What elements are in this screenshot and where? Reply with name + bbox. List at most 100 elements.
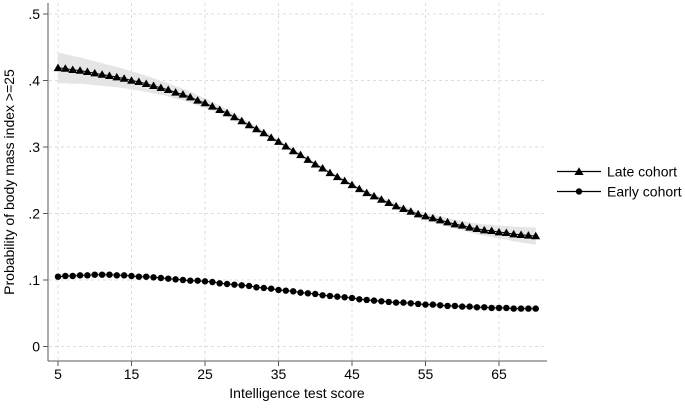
circle-marker-icon xyxy=(194,277,201,284)
circle-marker-icon xyxy=(437,302,444,309)
data-series xyxy=(53,63,541,312)
triangle-marker-icon xyxy=(75,66,85,74)
triangle-marker-icon xyxy=(112,72,122,81)
triangle-marker-icon xyxy=(457,221,467,229)
triangle-marker-icon xyxy=(296,150,305,159)
x-tick-label: 35 xyxy=(271,366,287,382)
early-cohort-series xyxy=(54,271,539,312)
x-tick-label: 25 xyxy=(197,366,213,382)
circle-marker-icon xyxy=(495,304,503,312)
y-tick-label: .1 xyxy=(28,272,40,288)
triangle-marker-icon xyxy=(207,102,217,110)
triangle-marker-icon xyxy=(391,201,401,210)
triangle-marker-icon xyxy=(399,204,408,213)
circle-marker-icon xyxy=(238,282,245,289)
circle-marker-icon xyxy=(326,292,334,300)
triangle-marker-icon xyxy=(178,90,188,98)
circle-marker-icon xyxy=(128,272,135,280)
triangle-marker-icon xyxy=(516,230,526,238)
circle-marker-icon xyxy=(150,274,157,281)
y-axis-title: Probability of body mass index >=25 xyxy=(1,69,17,295)
triangle-marker-icon xyxy=(119,74,129,82)
circle-marker-icon xyxy=(84,272,91,279)
circle-marker-icon xyxy=(106,271,113,278)
triangle-marker-icon xyxy=(354,184,364,193)
triangle-marker-icon xyxy=(487,226,497,234)
circle-marker-icon xyxy=(370,297,378,304)
triangle-marker-icon xyxy=(325,168,335,177)
circle-marker-icon xyxy=(312,290,319,298)
triangle-marker-icon xyxy=(244,120,254,129)
circle-marker-icon xyxy=(575,188,583,195)
triangle-marker-icon xyxy=(574,167,584,175)
circle-marker-icon xyxy=(54,273,62,280)
x-axis-title: Intelligence test score xyxy=(229,385,365,401)
x-tick-label: 65 xyxy=(491,366,507,382)
triangle-marker-icon xyxy=(237,116,247,125)
triangle-marker-icon xyxy=(281,142,291,150)
circle-marker-icon xyxy=(348,294,356,302)
circle-marker-icon xyxy=(91,271,98,278)
circle-marker-icon xyxy=(69,272,76,280)
triangle-marker-icon xyxy=(141,79,151,88)
circle-marker-icon xyxy=(334,293,341,300)
triangle-marker-icon xyxy=(384,198,394,207)
circle-marker-icon xyxy=(62,272,69,280)
circle-marker-icon xyxy=(157,274,165,282)
triangle-marker-icon xyxy=(369,191,379,200)
y-tick-label: .3 xyxy=(28,139,40,155)
circle-marker-icon xyxy=(201,278,209,285)
triangle-marker-icon xyxy=(222,108,232,117)
triangle-marker-icon xyxy=(428,213,438,222)
legend-item-late-cohort: Late cohort xyxy=(557,163,677,179)
circle-marker-icon xyxy=(260,284,267,292)
circle-marker-icon xyxy=(473,304,481,311)
triangle-marker-icon xyxy=(149,81,158,90)
circle-marker-icon xyxy=(459,303,466,310)
y-tick-label: .2 xyxy=(28,205,40,221)
triangle-marker-icon xyxy=(501,228,511,236)
circle-marker-icon xyxy=(503,304,510,312)
circle-marker-icon xyxy=(341,294,348,301)
triangle-marker-icon xyxy=(524,231,533,239)
triangle-marker-icon xyxy=(215,105,225,113)
triangle-marker-icon xyxy=(465,223,474,231)
circle-marker-icon xyxy=(187,277,194,284)
triangle-marker-icon xyxy=(479,225,489,234)
triangle-marker-icon xyxy=(90,68,100,77)
circle-marker-icon xyxy=(143,273,150,280)
triangle-marker-icon xyxy=(377,195,386,203)
triangle-marker-icon xyxy=(509,229,519,238)
circle-marker-icon xyxy=(429,301,437,308)
triangle-marker-icon xyxy=(288,146,298,155)
y-tick-label: .4 xyxy=(28,72,40,88)
gridlines xyxy=(49,3,547,360)
triangle-marker-icon xyxy=(362,188,372,197)
circle-marker-icon xyxy=(392,299,400,306)
triangle-marker-icon xyxy=(127,76,136,84)
circle-marker-icon xyxy=(378,298,385,305)
y-tick-label: 0 xyxy=(32,338,40,354)
late-cohort-series xyxy=(53,63,541,240)
x-tick-label: 15 xyxy=(124,366,140,382)
circle-marker-icon xyxy=(356,296,363,303)
circle-marker-icon xyxy=(216,280,223,287)
circle-marker-icon xyxy=(209,278,216,286)
circle-marker-icon xyxy=(517,305,525,312)
triangle-marker-icon xyxy=(259,128,269,137)
triangle-marker-icon xyxy=(472,224,482,232)
circle-marker-icon xyxy=(245,282,253,290)
triangle-marker-icon xyxy=(97,70,107,78)
triangle-marker-icon xyxy=(406,207,416,215)
triangle-marker-icon xyxy=(53,63,63,72)
late-cohort-ci-band xyxy=(58,52,536,245)
triangle-marker-icon xyxy=(303,155,313,163)
circle-marker-icon xyxy=(481,304,488,311)
triangle-marker-icon xyxy=(413,209,423,218)
triangle-marker-icon xyxy=(450,219,460,228)
triangle-marker-icon xyxy=(193,96,203,104)
legend-item-early-cohort: Early cohort xyxy=(557,183,682,199)
y-tick-label: .5 xyxy=(28,6,40,22)
